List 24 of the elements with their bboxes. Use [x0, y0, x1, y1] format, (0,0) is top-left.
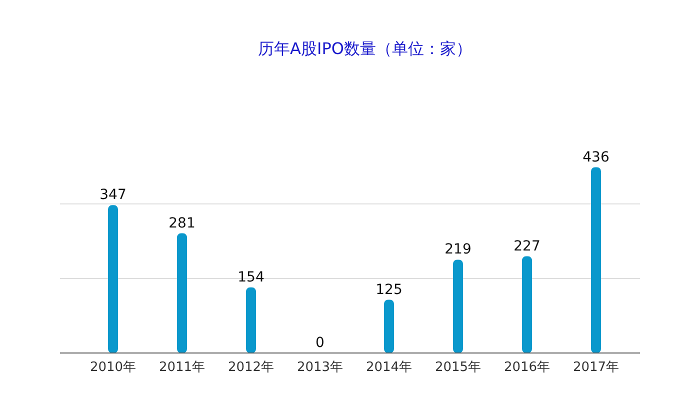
bar: [177, 233, 187, 353]
data-label: 347: [100, 187, 126, 204]
bar: [384, 300, 394, 353]
x-tick-label: 2017年: [572, 360, 620, 375]
bar: [591, 167, 601, 353]
x-tick-label: 2015年: [434, 360, 482, 375]
data-label: 0: [316, 335, 324, 351]
x-tick-label: 2016年: [504, 360, 550, 375]
x-tick-label: 2012年: [228, 360, 274, 375]
x-tick-label: 2014年: [366, 360, 412, 375]
x-tick-label: 2011年: [158, 360, 206, 375]
chart-title: 历年A股IPO数量（单位：家）: [258, 39, 472, 58]
x-tick-label: 2013年: [296, 360, 344, 375]
x-tick-label: 2010年: [90, 360, 136, 375]
bar: [108, 205, 118, 353]
data-label: 227: [514, 238, 540, 254]
data-label: 436: [582, 149, 610, 166]
data-label: 219: [444, 242, 472, 258]
data-label: 125: [376, 282, 402, 298]
data-label: 281: [168, 215, 196, 232]
bar: [453, 260, 463, 353]
bar: [522, 256, 532, 353]
data-label: 154: [238, 269, 264, 286]
bar: [246, 287, 256, 353]
